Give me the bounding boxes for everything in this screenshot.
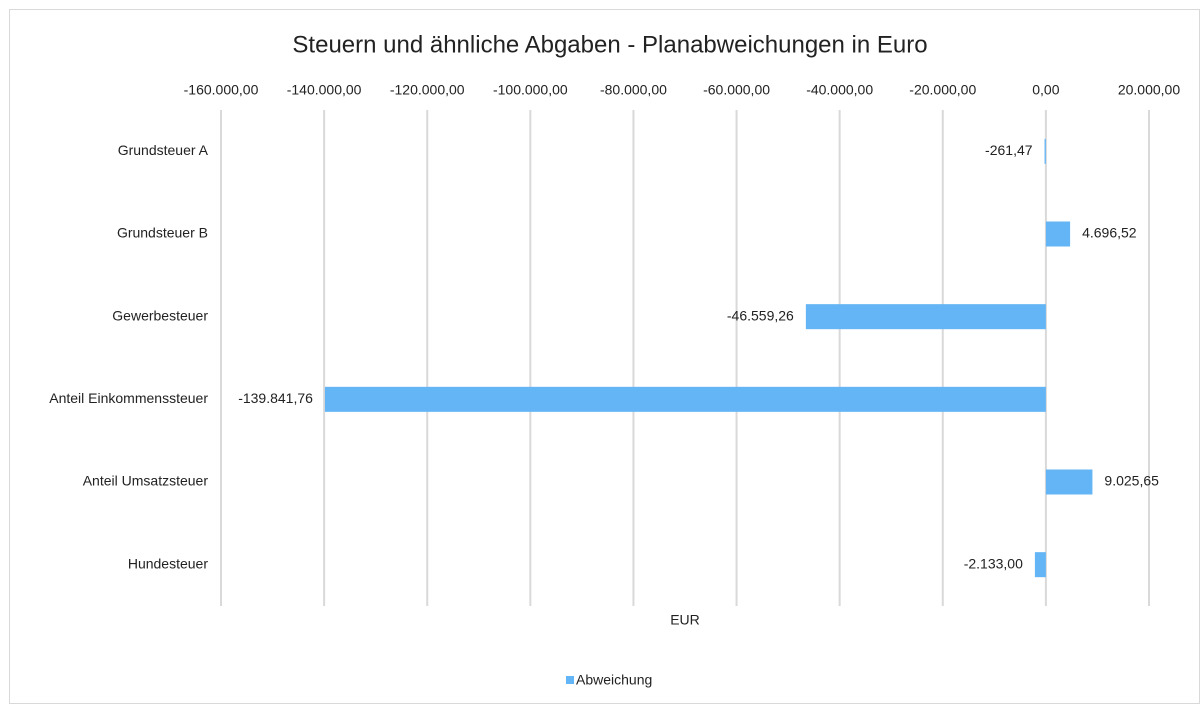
y-tick-label: Gewerbesteuer bbox=[112, 307, 208, 323]
chart-title: Steuern und ähnliche Abgaben - Planabwei… bbox=[292, 31, 927, 58]
bar bbox=[324, 386, 1046, 412]
x-tick-label: 20.000,00 bbox=[1118, 82, 1180, 98]
x-tick-label: -20.000,00 bbox=[909, 82, 976, 98]
legend-swatch bbox=[566, 676, 574, 684]
bar bbox=[1034, 552, 1046, 578]
x-axis-title: EUR bbox=[670, 612, 700, 628]
x-tick-label: -120.000,00 bbox=[390, 82, 465, 98]
data-label: 9.025,65 bbox=[1104, 473, 1159, 489]
bar bbox=[1045, 469, 1093, 495]
chart-border bbox=[9, 9, 1200, 704]
y-tick-label: Anteil Einkommenssteuer bbox=[49, 390, 208, 406]
bar bbox=[1044, 138, 1046, 164]
y-tick-label: Grundsteuer A bbox=[118, 142, 209, 158]
x-tick-label: -160.000,00 bbox=[184, 82, 259, 98]
legend-label: Abweichung bbox=[576, 672, 652, 688]
y-tick-label: Hundesteuer bbox=[128, 555, 209, 571]
data-label: 4.696,52 bbox=[1082, 225, 1137, 241]
x-tick-label: -40.000,00 bbox=[806, 82, 873, 98]
y-tick-label: Grundsteuer B bbox=[117, 225, 208, 241]
data-label: -261,47 bbox=[985, 142, 1033, 158]
data-label: -46.559,26 bbox=[727, 307, 794, 323]
data-label: -2.133,00 bbox=[964, 555, 1023, 571]
bar bbox=[805, 304, 1046, 330]
bar bbox=[1045, 221, 1071, 247]
y-tick-label: Anteil Umsatzsteuer bbox=[83, 473, 209, 489]
x-tick-label: -140.000,00 bbox=[287, 82, 362, 98]
x-tick-label: -100.000,00 bbox=[493, 82, 568, 98]
data-label: -139.841,76 bbox=[238, 390, 313, 406]
x-tick-label: 0,00 bbox=[1032, 82, 1059, 98]
x-tick-label: -80.000,00 bbox=[600, 82, 667, 98]
x-tick-label: -60.000,00 bbox=[703, 82, 770, 98]
